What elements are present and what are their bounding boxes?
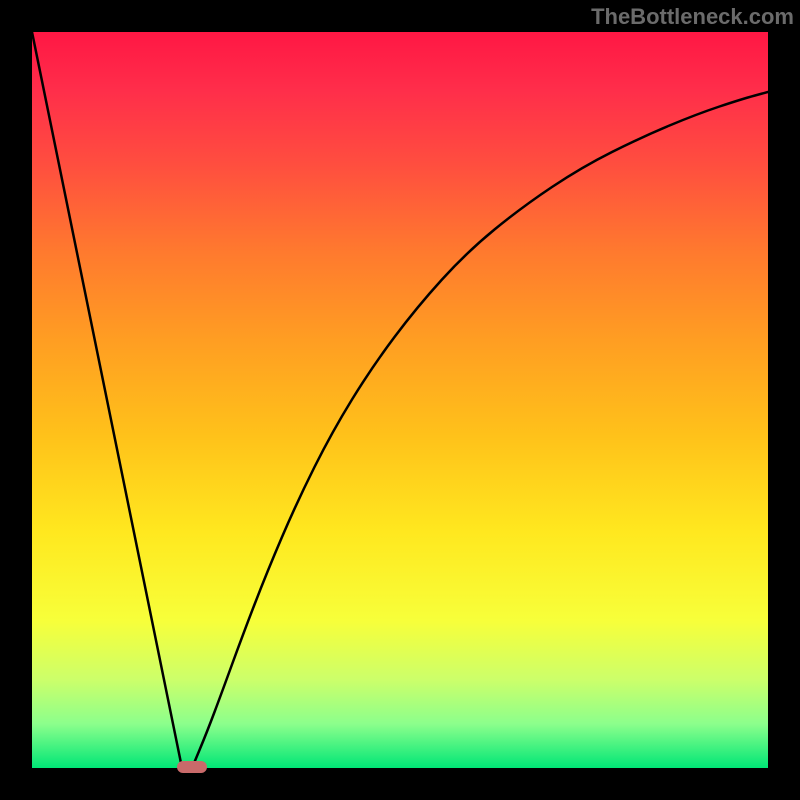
- plot-area: [32, 32, 768, 768]
- curve-layer: [32, 32, 768, 768]
- curve-path: [32, 32, 768, 768]
- minimum-marker: [177, 761, 207, 773]
- chart-container: TheBottleneck.com: [0, 0, 800, 800]
- watermark-text: TheBottleneck.com: [591, 4, 794, 30]
